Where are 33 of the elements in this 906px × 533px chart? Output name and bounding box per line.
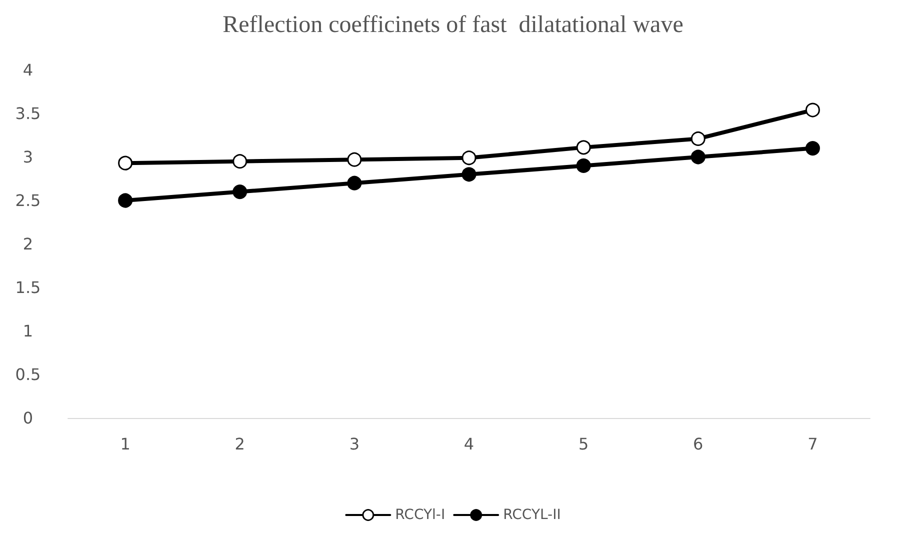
y-tick-label: 1.5	[15, 278, 41, 297]
x-tick-label: 7	[808, 434, 818, 454]
y-tick-label: 4	[22, 60, 34, 80]
point	[347, 176, 362, 190]
point	[576, 140, 591, 155]
x-tick-label: 3	[349, 434, 360, 454]
point	[232, 184, 248, 200]
x-tick-label: 5	[578, 434, 589, 454]
point	[462, 150, 476, 166]
point	[118, 156, 133, 170]
point	[690, 150, 706, 164]
y-tick-label: 0.5	[15, 365, 41, 384]
legend-label: RCCYl-I	[395, 507, 446, 523]
legend-label: RCCYL-II	[503, 507, 561, 523]
point	[805, 141, 820, 156]
y-tick-label: 2.5	[15, 191, 41, 210]
x-tick-label: 6	[693, 434, 704, 454]
point	[347, 152, 362, 167]
y-tick-label: 1	[22, 322, 34, 340]
point	[805, 102, 820, 118]
y-tick-label: 3.5	[15, 104, 41, 123]
x-tick-label: 4	[464, 434, 474, 454]
point	[118, 193, 133, 208]
point	[690, 131, 706, 146]
y-tick-label: 2	[22, 234, 34, 254]
y-tick-label: 3	[22, 148, 34, 166]
point	[232, 154, 248, 169]
y-tick-label: 0	[22, 408, 34, 428]
chart-title: Reflection coefficinets of fast dilatational wave	[222, 12, 684, 38]
point	[462, 167, 476, 182]
x-tick-label: 1	[120, 434, 130, 454]
point	[576, 158, 591, 173]
x-tick-label: 2	[234, 434, 245, 454]
